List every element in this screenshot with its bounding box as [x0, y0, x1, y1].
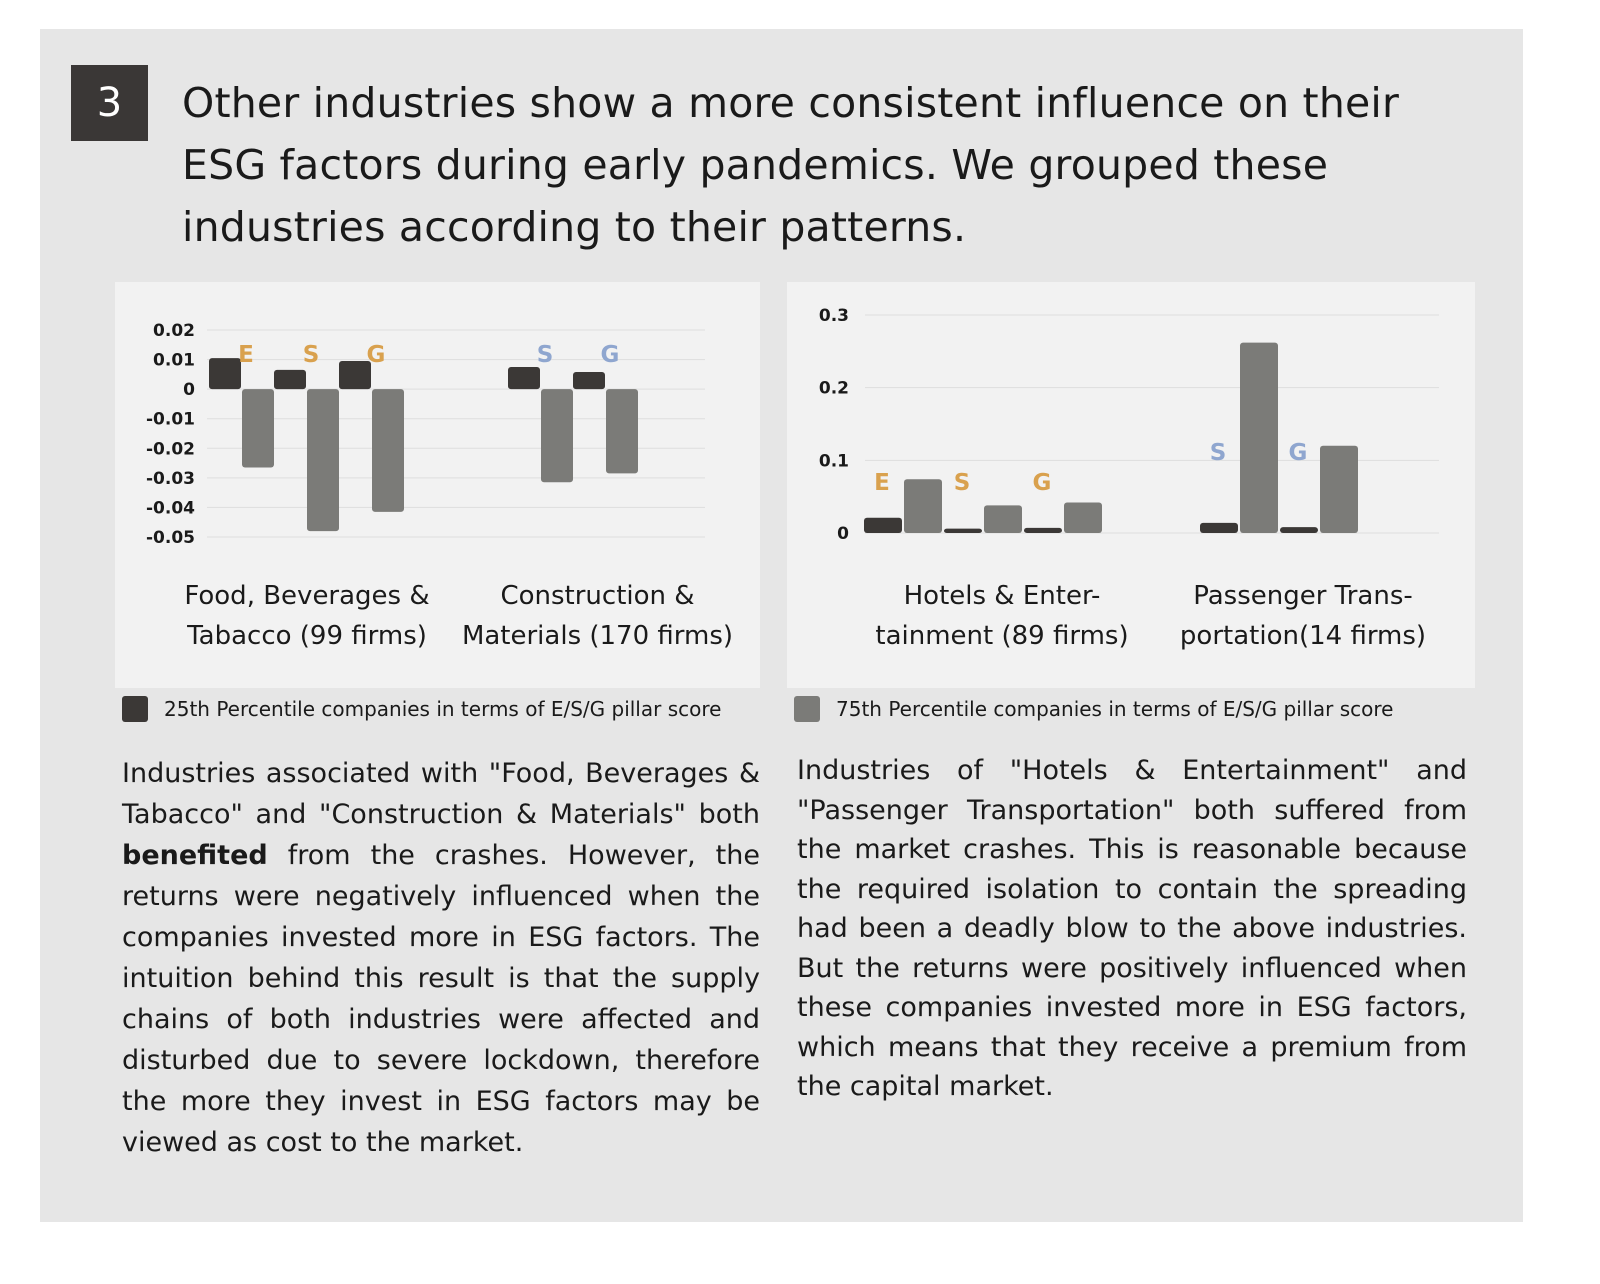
bar-p25: [1280, 527, 1318, 533]
y-tick-label: 0: [837, 524, 849, 544]
bar-p25: [1024, 527, 1062, 533]
legend-item-p25: 25th Percentile companies in terms of E/…: [122, 696, 721, 722]
y-tick-label: -0.01: [146, 410, 195, 430]
bar-p25: [944, 528, 982, 533]
y-tick-label: 0.2: [819, 379, 849, 399]
paragraph-right-text: Industries of "Hotels & Entertainment" a…: [797, 755, 1467, 1102]
pillar-letter: G: [367, 342, 386, 368]
y-tick-label: 0: [183, 380, 195, 400]
paragraph-left-pre: Industries associated with "Food, Bevera…: [122, 758, 760, 830]
section-number-badge: 3: [71, 65, 148, 141]
pillar-letter: S: [303, 342, 320, 368]
chart-left-svg: 0.02 0.01 0 -0.01 -0.02 -0.03 -0.04 -0.05 E S G S G: [146, 321, 705, 548]
pillar-letter: G: [1033, 470, 1052, 496]
bar-p75: [372, 389, 404, 512]
paragraph-left-bold: benefited: [122, 840, 268, 871]
bar-p25: [573, 371, 605, 390]
bar-p75: [984, 505, 1022, 533]
bar-p75: [606, 389, 638, 474]
bar-p75: [242, 389, 274, 468]
paragraph-left: Industries associated with "Food, Bevera…: [122, 753, 760, 1163]
chart-left: 0.02 0.01 0 -0.01 -0.02 -0.03 -0.04 -0.05 E S G S G …: [115, 282, 760, 688]
pillar-letter: S: [537, 342, 554, 368]
bar-p75: [541, 389, 573, 483]
y-tick-label: -0.04: [146, 498, 195, 518]
bar-p25: [209, 358, 241, 390]
pillar-letter: E: [238, 342, 254, 368]
pillar-letter: G: [1289, 440, 1308, 466]
pillar-letter: S: [954, 470, 971, 496]
bar-p25: [864, 517, 902, 533]
bar-p75: [904, 479, 942, 533]
y-tick-label: -0.02: [146, 439, 195, 459]
paragraph-right: Industries of "Hotels & Entertainment" a…: [797, 751, 1467, 1107]
bar-p25: [1200, 522, 1238, 533]
y-tick-label: -0.05: [146, 528, 195, 548]
chart-right-svg: 0.3 0.2 0.1 0 E S G S G: [819, 306, 1439, 544]
category-label-food: Food, Beverages & Tabacco (99 firms): [184, 581, 430, 651]
y-tick-label: 0.1: [819, 451, 849, 471]
category-label-construction: Construction & Materials (170 firms): [461, 581, 734, 651]
legend-swatch-p25: [122, 696, 148, 722]
bar-p25: [508, 366, 540, 390]
category-label-transport: Passenger Trans- portation(14 firms): [1179, 581, 1427, 651]
legend-label-p25: 25th Percentile companies in terms of E/…: [164, 697, 722, 721]
y-tick-label: 0.02: [153, 321, 195, 341]
legend-swatch-p75: [794, 696, 820, 722]
bar-p75: [307, 389, 339, 532]
page-headline: Other industries show a more consistent …: [182, 79, 1400, 251]
bar-p75: [1320, 445, 1358, 533]
y-tick-label: 0.01: [153, 351, 195, 371]
legend-label-p75: 75th Percentile companies in terms of E/…: [836, 697, 1394, 721]
pillar-letter: S: [1210, 440, 1227, 466]
bar-p25: [274, 369, 306, 390]
y-tick-label: -0.03: [146, 469, 195, 489]
pillar-letter: E: [874, 470, 890, 496]
paragraph-left-post: from the crashes. However, the returns w…: [122, 840, 760, 1158]
bar-p75: [1240, 342, 1278, 533]
bar-p25: [339, 361, 371, 390]
bar-p75: [1064, 502, 1102, 533]
chart-right: 0.3 0.2 0.1 0 E S G S G Hotels & Enter- tainment…: [787, 282, 1475, 688]
category-label-hotels: Hotels & Enter- tainment (89 firms): [875, 581, 1129, 651]
y-tick-label: 0.3: [819, 306, 849, 326]
pillar-letter: G: [601, 342, 620, 368]
legend-item-p75: 75th Percentile companies in terms of E/…: [794, 696, 1393, 722]
